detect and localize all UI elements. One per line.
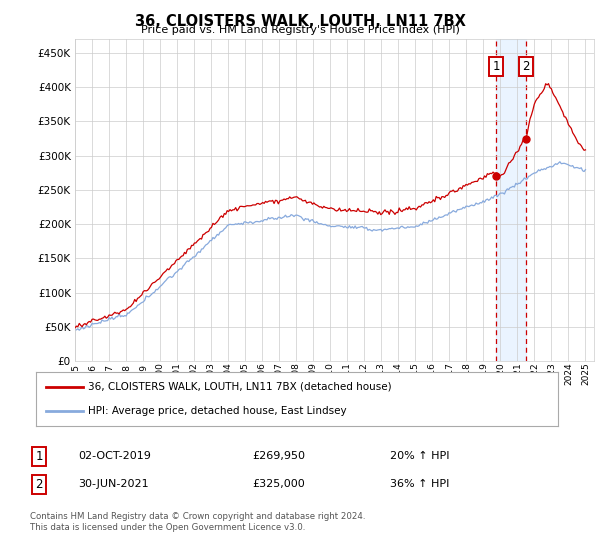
Text: 2: 2 [522,60,530,73]
Text: 36% ↑ HPI: 36% ↑ HPI [390,479,449,489]
Bar [496,39,526,361]
Text: 30-JUN-2021: 30-JUN-2021 [78,479,149,489]
Text: 1: 1 [35,450,43,463]
Text: 36, CLOISTERS WALK, LOUTH, LN11 7BX (detached house): 36, CLOISTERS WALK, LOUTH, LN11 7BX (det… [88,382,392,392]
Text: 2: 2 [35,478,43,491]
Text: Contains HM Land Registry data © Crown copyright and database right 2024.
This d: Contains HM Land Registry data © Crown c… [30,512,365,532]
Text: HPI: Average price, detached house, East Lindsey: HPI: Average price, detached house, East… [88,406,347,416]
Text: 02-OCT-2019: 02-OCT-2019 [78,451,151,461]
Text: 36, CLOISTERS WALK, LOUTH, LN11 7BX: 36, CLOISTERS WALK, LOUTH, LN11 7BX [134,14,466,29]
Text: Price paid vs. HM Land Registry's House Price Index (HPI): Price paid vs. HM Land Registry's House … [140,25,460,35]
Text: £325,000: £325,000 [252,479,305,489]
Text: £269,950: £269,950 [252,451,305,461]
Text: 20% ↑ HPI: 20% ↑ HPI [390,451,449,461]
Text: 1: 1 [493,60,500,73]
